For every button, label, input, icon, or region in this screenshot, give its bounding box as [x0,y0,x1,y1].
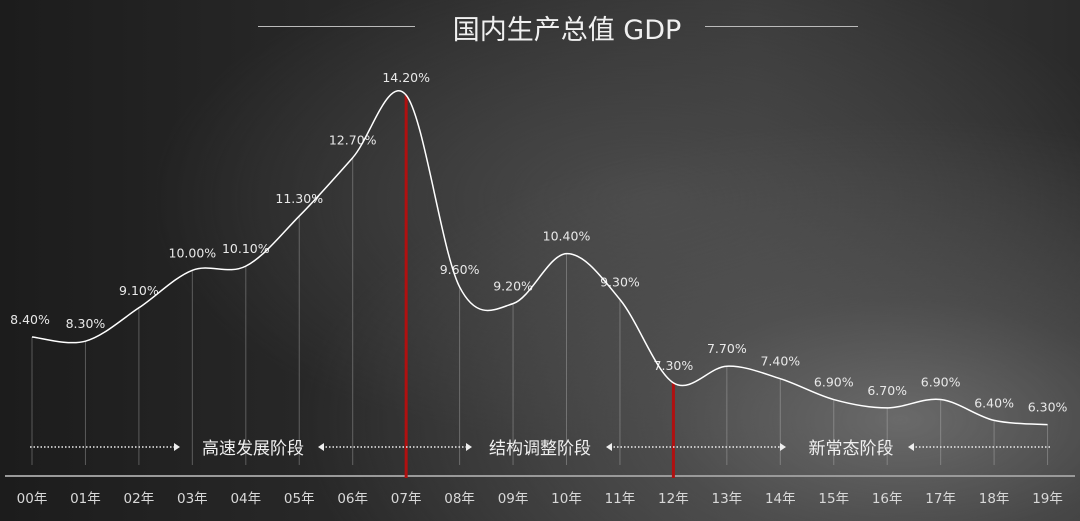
title-rule-right [705,26,858,27]
data-label: 9.10% [119,283,159,298]
x-tick-label: 08年 [444,491,475,507]
x-tick-label: 11年 [605,491,636,507]
x-tick-label: 14年 [765,491,796,507]
data-label: 10.40% [543,229,591,244]
phase-label: 结构调整阶段 [489,439,591,459]
x-tick-label: 10年 [551,491,582,507]
data-label: 8.40% [10,312,50,327]
title-rule-left [258,26,415,27]
x-tick-label: 03年 [177,491,208,507]
x-tick-label: 02年 [124,491,155,507]
data-label: 9.60% [440,262,480,277]
data-label: 14.20% [382,70,430,85]
phase-label: 新常态阶段 [809,439,894,459]
x-tick-label: 19年 [1032,491,1063,507]
data-label: 10.00% [169,245,217,260]
chart-title: 国内生产总值 GDP [452,15,682,46]
x-tick-label: 12年 [658,491,689,507]
arrow-right-icon [780,443,786,451]
x-tick-label: 04年 [230,491,261,507]
data-label: 9.20% [493,279,533,294]
x-tick-label: 05年 [284,491,315,507]
x-tick-label: 15年 [818,491,849,507]
data-label: 6.40% [974,395,1014,410]
x-tick-label: 13年 [712,491,743,507]
data-label: 10.10% [222,241,270,256]
gdp-series-line [31,90,1048,426]
data-label: 6.70% [867,383,907,398]
x-tick-label: 18年 [979,491,1010,507]
x-tick-label: 16年 [872,491,903,507]
arrow-left-icon [908,443,914,451]
data-label: 7.70% [707,341,747,356]
x-tick-label: 06年 [337,491,368,507]
data-label: 6.30% [1028,400,1068,415]
arrow-left-icon [318,443,324,451]
data-label: 8.30% [66,316,106,331]
arrow-right-icon [466,443,472,451]
data-label: 6.90% [814,375,854,390]
data-label: 7.40% [760,354,800,369]
x-tick-label: 09年 [498,491,529,507]
phase-label: 高速发展阶段 [202,439,304,459]
data-label: 6.90% [921,375,961,390]
data-label: 12.70% [329,133,377,148]
data-label: 9.30% [600,274,640,289]
x-tick-label: 00年 [17,491,48,507]
x-tick-label: 17年 [925,491,956,507]
x-tick-label: 07年 [391,491,422,507]
x-tick-label: 01年 [70,491,101,507]
data-label: 7.30% [654,358,694,373]
data-label: 11.30% [275,191,323,206]
arrow-left-icon [606,443,612,451]
arrow-right-icon [174,443,180,451]
